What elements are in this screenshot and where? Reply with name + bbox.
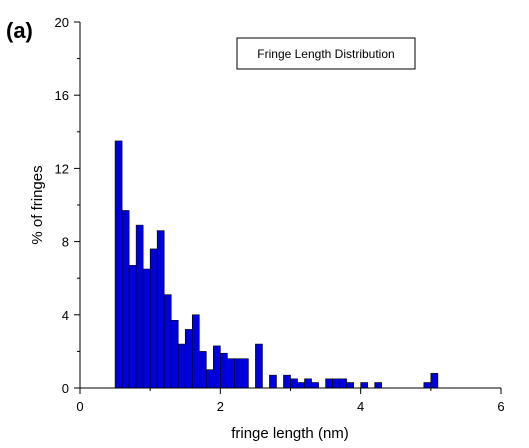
panel-label: (a) bbox=[6, 18, 33, 43]
histogram-bar-6 bbox=[156, 230, 165, 389]
histogram-bar-12 bbox=[198, 351, 207, 389]
histogram-bar-17 bbox=[234, 358, 242, 389]
x-tick-label: 2 bbox=[217, 399, 224, 414]
histogram-bar-20 bbox=[255, 343, 263, 389]
legend: Fringe Length Distribution bbox=[236, 37, 416, 70]
y-axis-label: % of fringes bbox=[29, 165, 46, 244]
y-ticks: 0 4 8 12 16 20 bbox=[55, 15, 80, 396]
legend-box bbox=[236, 37, 416, 70]
histogram-bar-9 bbox=[177, 343, 186, 389]
histogram-bar-2 bbox=[128, 265, 137, 389]
histogram-bar-8 bbox=[170, 319, 179, 389]
histogram-bar-27 bbox=[304, 378, 312, 389]
bars bbox=[114, 140, 439, 389]
histogram-bar-15 bbox=[220, 352, 228, 389]
y-tick-label: 20 bbox=[55, 15, 69, 30]
histogram-bar-10 bbox=[184, 329, 193, 389]
histogram-bar-32 bbox=[339, 378, 347, 389]
histogram-bar-31 bbox=[332, 378, 340, 389]
histogram-bar-13 bbox=[206, 369, 214, 389]
x-axis-label: fringe length (nm) bbox=[231, 425, 349, 442]
histogram-bar-1 bbox=[121, 210, 130, 389]
histogram-bar-14 bbox=[213, 345, 221, 389]
histogram-bar-3 bbox=[135, 224, 144, 389]
histogram-bar-0 bbox=[114, 140, 123, 389]
histogram-bar-5 bbox=[149, 248, 158, 389]
y-tick-label: 16 bbox=[55, 88, 69, 103]
histogram-bar-7 bbox=[163, 294, 172, 389]
y-tick-label: 12 bbox=[55, 161, 69, 176]
histogram-bar-25 bbox=[290, 378, 298, 389]
histogram-bar-28 bbox=[311, 382, 319, 389]
histogram-bar-22 bbox=[269, 374, 277, 389]
legend-entry: Fringe Length Distribution bbox=[257, 47, 394, 61]
histogram-bar-35 bbox=[360, 382, 368, 389]
y-tick-label: 4 bbox=[62, 308, 69, 323]
x-tick-label: 0 bbox=[76, 399, 83, 414]
histogram-bar-37 bbox=[374, 382, 383, 389]
histogram-bar-11 bbox=[191, 314, 200, 389]
histogram-bar-38 bbox=[423, 382, 432, 389]
histogram-bar-30 bbox=[325, 378, 333, 389]
y-tick-label: 0 bbox=[62, 381, 69, 396]
x-tick-label: 6 bbox=[497, 399, 504, 414]
histogram-bar-16 bbox=[227, 358, 235, 389]
histogram-bar-24 bbox=[283, 374, 291, 389]
histogram-bar-26 bbox=[297, 382, 305, 389]
histogram-bar-4 bbox=[142, 268, 151, 389]
x-ticks: 0 2 4 6 bbox=[76, 388, 505, 414]
y-tick-label: 8 bbox=[62, 235, 69, 250]
histogram-bar-39 bbox=[430, 373, 439, 389]
x-tick-label: 4 bbox=[357, 399, 364, 414]
histogram-bar-18 bbox=[241, 358, 249, 389]
histogram-bar-33 bbox=[346, 382, 354, 389]
